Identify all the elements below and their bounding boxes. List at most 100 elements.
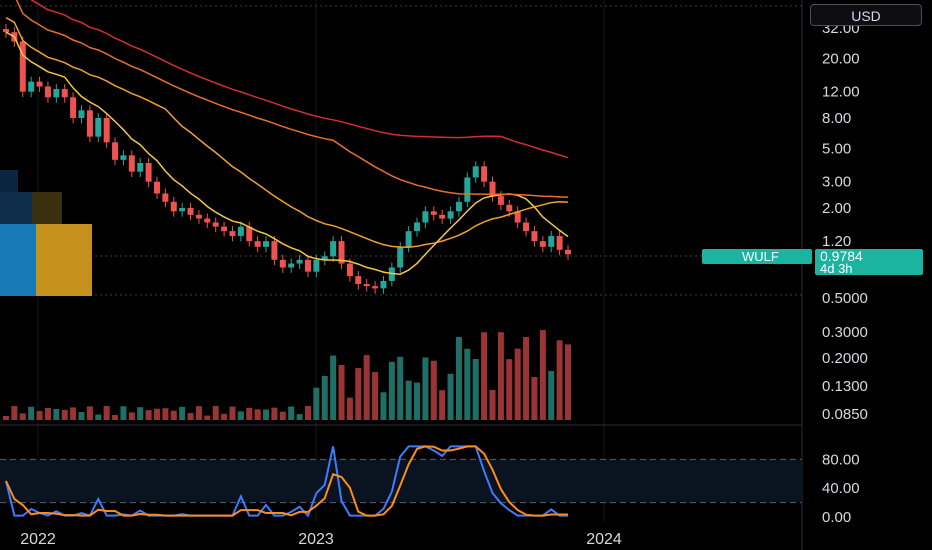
candle-body [86,110,93,137]
stoch-tick-label: 40.00 [822,480,860,497]
volume-bar [472,358,479,420]
currency-button[interactable]: USD [810,4,922,26]
stoch-tick-label: 80.00 [822,451,860,468]
x-axis: 2022 2023 2024 [20,531,622,548]
candle-body [464,177,471,202]
volume-bar [481,332,488,420]
moving-average-line [5,17,569,248]
candle-body [212,222,219,227]
candle-body [556,235,563,250]
volume-bar [263,409,270,420]
volume-bar [3,416,9,420]
candle-body [447,211,454,219]
volume-bar [246,407,253,420]
volume-bars [3,330,571,420]
moving-average-line [30,0,569,159]
volume-bar [514,348,521,420]
volume-bar [170,410,177,420]
candle-body [128,155,135,172]
candle-body [229,231,236,236]
volume-bar [120,406,127,420]
volume-bar [137,407,144,420]
volume-bar [53,409,60,420]
volume-bar [11,406,18,420]
volume-bar [430,360,437,420]
volume-bar [112,414,119,420]
volume-bar [229,406,236,420]
volume-bar [28,406,35,420]
candle-body [254,241,261,247]
volume-bar [221,413,228,420]
volume-bar [380,392,387,420]
candle-body [179,208,186,212]
candle-body [430,211,437,215]
candle-body [296,259,303,264]
volume-bar [86,406,93,420]
candle-body [481,166,488,182]
volume-bar [204,415,211,420]
volume-bar [565,344,571,420]
candle-body [70,97,77,118]
volume-bar [103,406,110,420]
candle-body [405,231,412,247]
volume-bar [497,332,504,420]
candle-body [330,241,337,257]
candle-body [120,155,127,160]
volume-bar [531,376,538,420]
volume-bar [237,411,244,420]
candle-body [263,241,270,247]
volume-bar [36,411,43,420]
candle-body [338,241,345,264]
candle-body [112,142,119,160]
volume-bar [304,406,311,420]
candle-body [221,226,228,232]
price-tick-label: 5.00 [822,141,851,158]
candle-body [497,196,504,205]
volume-bar [288,406,295,420]
price-tick-label: 3.00 [822,174,851,191]
volume-bar [330,355,337,420]
candle-body [439,214,446,219]
volume-bar [405,380,412,420]
volume-bar [506,359,513,420]
volume-bar [321,375,328,420]
candle-body [44,86,51,98]
volume-bar [195,406,202,420]
candle-body [279,259,286,268]
volume-bar [464,348,471,420]
price-tick-label: 2.00 [822,200,851,217]
price-tick-label: 1.20 [822,233,851,250]
price-tick-label: 8.00 [822,110,851,127]
volume-bar [61,409,68,420]
candle-body [372,286,379,289]
volume-bar [372,372,379,420]
candle-body [321,256,328,260]
volume-bar [414,382,421,420]
volume-bar [523,337,530,420]
volume-bar [145,410,152,420]
volume-bar [153,408,160,420]
candle-body [187,208,194,215]
volume-profile-block [0,192,32,224]
candle-body [506,204,513,212]
candle-body [78,110,85,118]
volume-bar [422,357,429,420]
symbol-tag: WULF [702,249,812,264]
candle-body [472,166,479,178]
candle-body [145,163,152,182]
candle-body [3,29,9,33]
candle-body [103,118,110,143]
candle-body [19,41,26,92]
volume-bar [179,406,186,420]
candle-body [514,211,521,223]
volume-tick-label: 0.0850 [822,406,868,423]
volume-bar [70,407,77,420]
volume-bar [313,387,320,420]
time-tick-label: 2024 [586,531,622,548]
moving-average-line [5,31,569,275]
volume-bar [447,373,454,420]
candle-body [414,222,421,232]
price-tick-label: 20.00 [822,51,860,68]
moving-average-line [15,0,569,199]
candle-body [531,231,538,242]
